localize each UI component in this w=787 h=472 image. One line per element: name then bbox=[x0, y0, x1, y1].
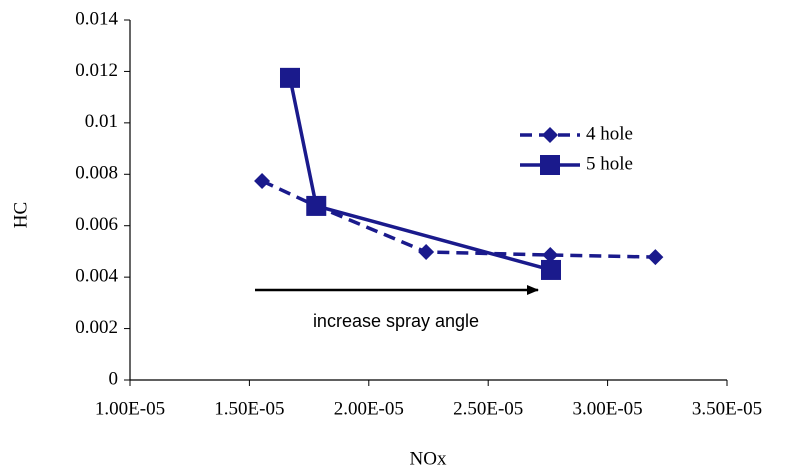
marker-square bbox=[541, 259, 562, 280]
series-line bbox=[288, 77, 552, 272]
y-tick-label: 0.002 bbox=[75, 317, 118, 338]
y-axis-label: HC bbox=[10, 202, 31, 228]
marker-diamond bbox=[418, 243, 435, 260]
x-tick-label: 3.50E-05 bbox=[692, 398, 762, 419]
x-tick-label: 2.00E-05 bbox=[334, 398, 404, 419]
marker-diamond bbox=[542, 127, 558, 143]
y-tick-label: 0 bbox=[109, 368, 119, 389]
marker-diamond bbox=[542, 247, 559, 264]
y-tick-label: 0.012 bbox=[75, 60, 118, 81]
y-tick-label: 0.014 bbox=[75, 8, 118, 29]
x-tick-label: 2.50E-05 bbox=[453, 398, 523, 419]
marker-square bbox=[279, 67, 300, 88]
y-tick-label: 0.006 bbox=[75, 214, 118, 235]
x-tick-label: 1.50E-05 bbox=[214, 398, 284, 419]
x-axis-label: NOx bbox=[410, 448, 447, 469]
y-tick-label: 0.004 bbox=[75, 266, 118, 287]
marker-square bbox=[540, 155, 560, 175]
annotation: increase spray angle bbox=[313, 311, 479, 331]
y-tick-label: 0.008 bbox=[75, 163, 118, 184]
legend-label: 5 hole bbox=[586, 153, 633, 174]
x-tick-label: 3.00E-05 bbox=[573, 398, 643, 419]
x-tick-label: 1.00E-05 bbox=[95, 398, 165, 419]
legend-label: 4 hole bbox=[586, 123, 633, 144]
y-tick-label: 0.01 bbox=[85, 111, 118, 132]
marker-square bbox=[306, 195, 327, 216]
marker-diamond bbox=[647, 249, 664, 266]
marker-diamond bbox=[254, 172, 271, 189]
